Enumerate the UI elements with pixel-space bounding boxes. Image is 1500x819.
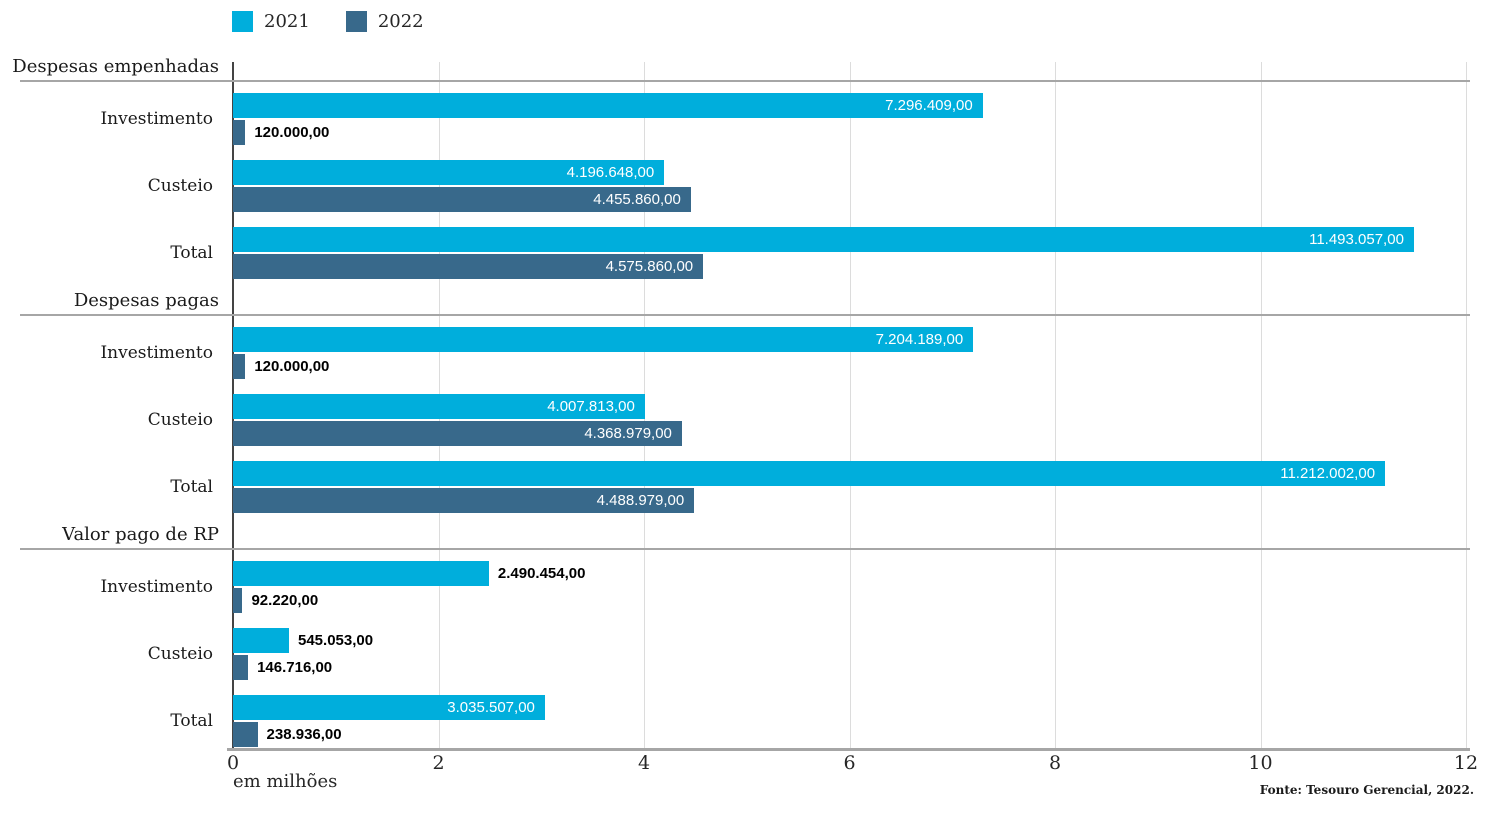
bar-value-label: 4.488.979,00 [596, 492, 685, 509]
category-label: Investimento [100, 577, 213, 597]
bar-value-label: 120.000,00 [254, 358, 330, 375]
bar-value-label: 92.220,00 [251, 592, 319, 609]
bar-2021 [233, 628, 289, 653]
bar-value-label: 11.212.002,00 [1280, 465, 1376, 482]
legend-item-2022: 2022 [345, 11, 424, 32]
bar-value-label: 4.368.979,00 [584, 425, 672, 442]
section-divider [20, 80, 1470, 82]
bar-2022 [233, 488, 695, 513]
bar-2022 [233, 421, 682, 446]
axis-tick-label: 2 [432, 752, 445, 774]
bar-value-label: 146.716,00 [257, 659, 333, 676]
legend-item-2021: 2021 [232, 11, 310, 32]
chart-legend: 2021 2022 [232, 11, 424, 32]
bar-value-label: 2.490.454,00 [497, 565, 586, 582]
category-label: Total [170, 711, 213, 731]
bar-value-label: 120.000,00 [254, 124, 330, 141]
bar-2022 [233, 354, 246, 379]
gridline [1466, 62, 1467, 748]
gridline [1055, 62, 1056, 748]
bar-2021 [233, 93, 983, 118]
bar-value-label: 4.575.860,00 [605, 258, 694, 275]
bar-value-label: 4.455.860,00 [593, 191, 681, 208]
bar-2022 [233, 588, 243, 613]
bar-value-label: 545.053,00 [298, 632, 374, 649]
bar-value-label: 11.493.057,00 [1309, 231, 1404, 248]
axis-tick-label: 10 [1248, 752, 1273, 774]
bar-value-label: 4.196.648,00 [566, 164, 655, 181]
axis-tick-label: 6 [843, 752, 856, 774]
bar-2022 [233, 655, 249, 680]
bar-2022 [233, 187, 691, 212]
section-title: Despesas pagas [73, 290, 219, 311]
category-label: Investimento [100, 343, 213, 363]
bar-2021 [233, 327, 974, 352]
bar-2021 [233, 394, 645, 419]
bar-2021 [233, 695, 545, 720]
axis-tick-label: 0 [226, 752, 240, 774]
category-label: Total [170, 477, 213, 497]
bar-2022 [233, 120, 246, 145]
bar-value-label: 7.296.409,00 [885, 97, 973, 114]
category-label: Custeio [147, 410, 213, 430]
category-label: Investimento [100, 109, 213, 129]
bar-value-label: 238.936,00 [266, 726, 342, 743]
section-divider [20, 548, 1470, 550]
x-axis-line [227, 748, 1470, 751]
gridline [849, 62, 851, 748]
category-label: Custeio [147, 176, 213, 196]
legend-swatch-2021-icon [232, 11, 253, 32]
section-title: Despesas empenhadas [12, 56, 219, 77]
axis-tick-label: 12 [1453, 752, 1479, 774]
axis-tick-label: 4 [637, 752, 651, 774]
category-label: Custeio [147, 644, 213, 664]
category-label: Total [170, 243, 213, 263]
axis-tick-label: 8 [1048, 752, 1062, 774]
axis-caption: em milhões [233, 771, 338, 792]
bar-2021 [233, 561, 489, 586]
legend-swatch-2022-icon [345, 11, 367, 32]
bar-2022 [233, 722, 258, 747]
legend-label-2022: 2022 [377, 11, 424, 32]
source-note: Fonte: Tesouro Gerencial, 2022. [1259, 783, 1474, 797]
bar-2021 [233, 227, 1414, 252]
bar-2022 [233, 254, 704, 279]
legend-label-2021: 2021 [264, 11, 310, 32]
section-title: Valor pago de RP [62, 524, 219, 545]
gridline [1260, 62, 1262, 748]
bar-value-label: 7.204.189,00 [875, 331, 964, 348]
bar-value-label: 3.035.507,00 [447, 699, 535, 716]
bar-2021 [233, 160, 665, 185]
bar-value-label: 4.007.813,00 [547, 398, 635, 415]
bar-2021 [233, 461, 1386, 486]
section-divider [20, 314, 1470, 316]
